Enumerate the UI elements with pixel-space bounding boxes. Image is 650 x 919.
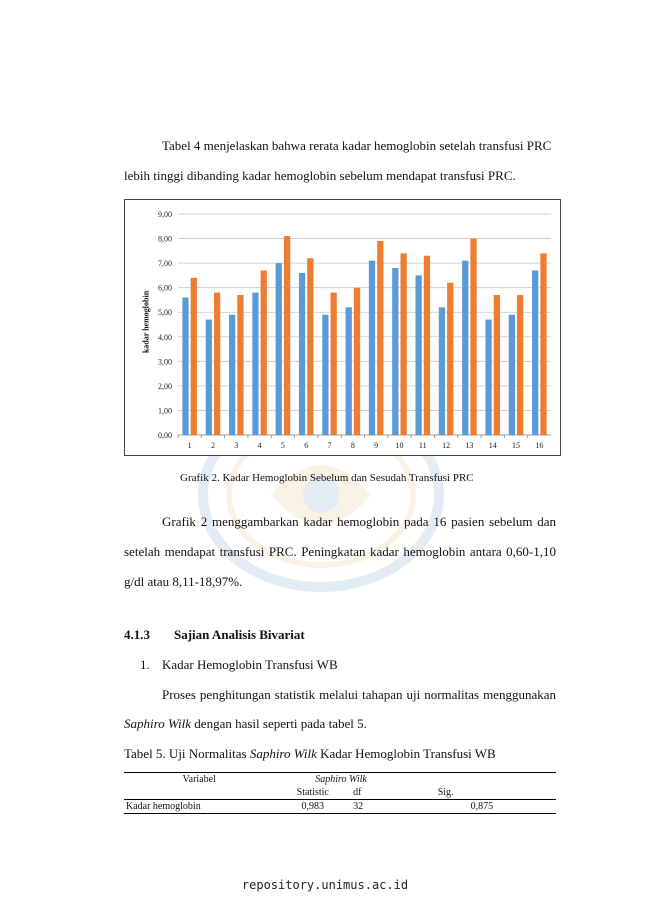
bar-series-1: [252, 292, 259, 435]
bar-series-2: [517, 295, 524, 435]
x-tick-label: 7: [328, 441, 332, 450]
chart-svg: 0,00 1,00 2,00 3,00 4,00 5,00 6,00 7,00 8,00 9,00…: [158, 210, 551, 450]
y-tick-label: 6,00: [158, 284, 172, 293]
x-tick-label: 2: [211, 441, 215, 450]
y-tick-label: 3,00: [158, 357, 172, 366]
paragraph-3-line-2: Saphiro Wilk dengan hasil seperti pada t…: [124, 716, 367, 731]
y-tick-label: 0,00: [158, 431, 172, 440]
table-row: Kadar hemoglobin 0,983 32 0,875: [124, 800, 556, 814]
bar-series-2: [447, 282, 454, 435]
paragraph-2-line-2: setelah mendapat transfusi PRC. Peningka…: [124, 544, 556, 559]
y-tick-label: 7,00: [158, 259, 172, 268]
y-tick-label: 2,00: [158, 382, 172, 391]
header-group: Saphiro Wilk: [274, 773, 407, 787]
bar-series-2: [283, 236, 291, 435]
bar-series-1: [485, 319, 492, 435]
x-tick-label: 10: [395, 441, 403, 450]
bar-series-1: [368, 260, 376, 435]
table-header-row: Variabel Saphiro Wilk: [124, 772, 556, 787]
list-item-text: Kadar Hemoglobin Transfusi WB: [162, 657, 338, 672]
x-tick-label: 15: [512, 441, 520, 450]
paragraph-3-line-2-rest: dengan hasil seperti pada tabel 5.: [191, 716, 367, 731]
row-df: 32: [353, 801, 364, 812]
y-tick-label: 4,00: [158, 333, 172, 342]
bar-series-2: [377, 241, 384, 435]
x-tick-label: 14: [489, 441, 497, 450]
bar-series-2: [237, 295, 244, 435]
bar-series-1: [345, 307, 352, 435]
y-tick-label: 1,00: [158, 406, 172, 415]
section-title: Sajian Analisis Bivariat: [174, 627, 305, 642]
table-subheader-row: Statistic df Sig.: [124, 786, 556, 800]
bar-series-2: [213, 292, 221, 435]
bar-series-2: [190, 277, 197, 435]
row-label: Kadar hemoglobin: [126, 801, 201, 812]
paragraph-1-line-2: lebih tinggi dibanding kadar hemoglobin …: [124, 168, 516, 183]
list-item-number: 1.: [140, 657, 150, 672]
bar-series-1: [298, 272, 306, 435]
figure-caption: Grafik 2. Kadar Hemoglobin Sebelum dan S…: [180, 472, 474, 484]
x-tick-label: 6: [304, 441, 308, 450]
subheader-df: df: [353, 787, 362, 798]
bar-series-1: [228, 314, 236, 435]
y-tick-label: 5,00: [158, 308, 172, 317]
table-caption-suffix: Kadar Hemoglobin Transfusi WB: [316, 746, 496, 761]
subheader-sig: Sig.: [437, 787, 454, 798]
bar-series-1: [205, 319, 212, 435]
row-sig: 0,875: [470, 801, 494, 812]
paragraph-2-line-1: Grafik 2 menggambarkan kadar hemoglobin …: [162, 514, 556, 529]
bar-series-2: [493, 295, 501, 435]
x-tick-label: 12: [442, 441, 450, 450]
normality-table: Variabel Saphiro Wilk Statistic df Sig. …: [124, 772, 556, 814]
paragraph-3-line-1: Proses penghitungan statistik melalui ta…: [162, 687, 556, 702]
paragraph-1-line-1: Tabel 4 menjelaskan bahwa rerata kadar h…: [162, 138, 552, 153]
bar-series-1: [182, 297, 189, 435]
bar-series-2: [307, 258, 314, 435]
row-statistic: 0,983: [301, 801, 325, 812]
bar-series-2: [260, 270, 267, 435]
header-variable: Variabel: [182, 774, 216, 785]
hemoglobin-bar-chart: 0,00 1,00 2,00 3,00 4,00 5,00 6,00 7,00 8,00 9,00…: [124, 199, 561, 456]
bar-series-1: [275, 263, 282, 435]
table-caption-prefix: Tabel 5. Uji Normalitas: [124, 746, 250, 761]
bar-series-1: [392, 268, 399, 435]
bar-series-2: [400, 253, 407, 435]
x-tick-label: 9: [374, 441, 378, 450]
bar-series-2: [330, 292, 337, 435]
x-tick-label: 13: [465, 441, 473, 450]
paragraph-2-line-3: g/dl atau 8,11-18,97%.: [124, 574, 243, 589]
bar-series-2: [353, 287, 361, 435]
x-tick-label: 11: [419, 441, 427, 450]
bar-series-1: [508, 314, 516, 435]
y-tick-label: 9,00: [158, 210, 172, 219]
section-number: 4.1.3: [124, 627, 150, 642]
bar-series-1: [322, 314, 329, 435]
bar-series-1: [415, 275, 422, 435]
y-axis-label: kadar hemoglobin: [141, 290, 151, 354]
repository-footer: repository.unimus.ac.id: [241, 878, 409, 892]
header-group-label: Saphiro Wilk: [315, 774, 367, 785]
bar-series-1: [462, 260, 469, 435]
x-tick-label: 1: [188, 441, 192, 450]
bar-series-1: [438, 307, 446, 435]
bar-series-2: [423, 255, 431, 435]
y-tick-label: 8,00: [158, 235, 172, 244]
x-tick-label: 5: [281, 441, 285, 450]
bar-series-1: [532, 270, 539, 435]
table-caption-italic: Saphiro Wilk: [249, 746, 317, 761]
saphiro-wilk-italic: Saphiro Wilk: [124, 716, 192, 731]
x-tick-label: 3: [234, 441, 238, 450]
x-tick-label: 16: [535, 441, 543, 450]
table-caption: Tabel 5. Uji Normalitas Saphiro Wilk Kad…: [124, 746, 496, 761]
x-tick-label: 4: [258, 441, 262, 450]
subheader-statistic: Statistic: [296, 787, 329, 798]
bar-series-2: [540, 253, 547, 435]
x-tick-label: 8: [351, 441, 355, 450]
bar-series-2: [470, 238, 477, 435]
